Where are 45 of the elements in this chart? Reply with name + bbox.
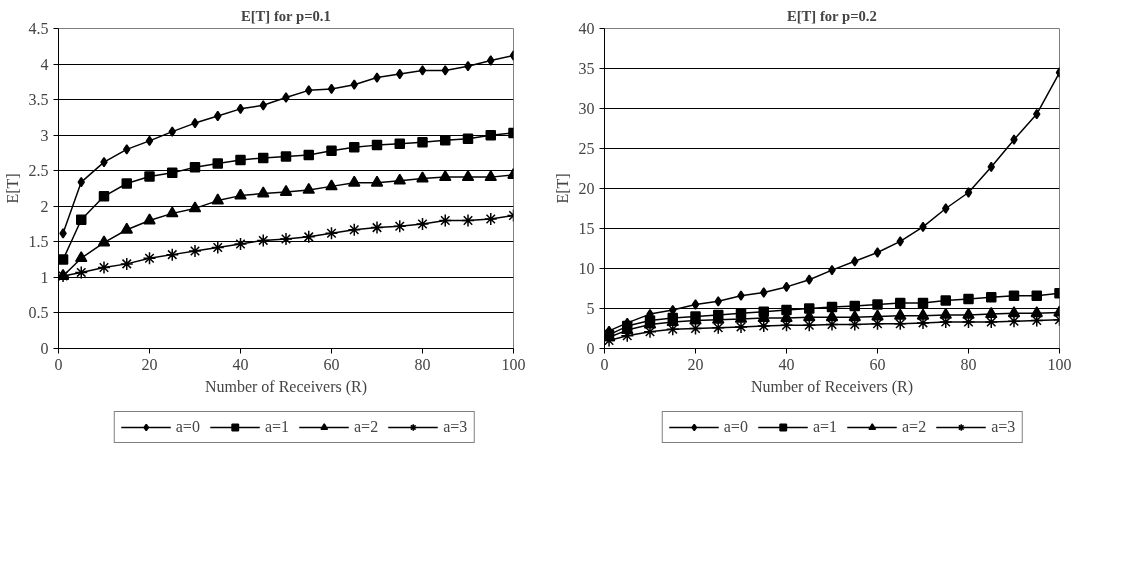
y-tick-label: 4 xyxy=(40,55,49,73)
y-tick-label: 10 xyxy=(578,260,595,277)
x-tick-label: 60 xyxy=(323,355,340,373)
x-axis-title: Number of Receivers (R) xyxy=(750,377,914,396)
x-tick-label: 100 xyxy=(1047,355,1072,373)
x-tick-label: 0 xyxy=(600,355,609,373)
y-tick-label: 2.5 xyxy=(28,162,49,180)
y-tick-label: 3.5 xyxy=(28,91,49,109)
x-tick-label: 100 xyxy=(501,355,526,373)
x-tick-label: 0 xyxy=(54,355,63,373)
y-tick-label: 25 xyxy=(578,140,595,157)
legend-label: a=1 xyxy=(264,418,289,436)
x-tick-label: 40 xyxy=(778,355,795,373)
y-tick-label: 35 xyxy=(578,60,595,77)
y-tick-label: 0 xyxy=(40,340,49,357)
x-axis-title: Number of Receivers (R) xyxy=(204,377,368,396)
y-tick-label: 2 xyxy=(40,197,49,215)
x-tick-label: 40 xyxy=(232,355,249,373)
y-tick-label: 4.5 xyxy=(28,20,49,37)
y-tick-label: 1 xyxy=(40,268,49,286)
y-axis-title: E[T] xyxy=(553,173,571,204)
x-tick-label: 60 xyxy=(869,355,886,373)
legend-label: a=2 xyxy=(902,418,927,436)
legend-label: a=3 xyxy=(991,418,1016,436)
y-tick-label: 0.5 xyxy=(28,304,49,322)
x-tick-label: 80 xyxy=(414,355,431,373)
x-tick-label: 80 xyxy=(960,355,977,373)
chart-title: E[T] for p=0.2 xyxy=(786,7,877,24)
legend-label: a=2 xyxy=(354,418,379,436)
y-axis-title: E[T] xyxy=(3,173,21,204)
y-tick-label: 20 xyxy=(578,180,595,197)
y-tick-label: 15 xyxy=(578,220,595,237)
legend-label: a=0 xyxy=(175,418,200,436)
legend-label: a=1 xyxy=(812,418,837,436)
y-tick-label: 3 xyxy=(40,126,49,144)
y-tick-label: 0 xyxy=(586,340,595,357)
y-tick-label: 40 xyxy=(578,20,595,37)
legend-label: a=0 xyxy=(723,418,748,436)
y-tick-label: 5 xyxy=(586,300,595,317)
legend-label: a=3 xyxy=(443,418,468,436)
x-tick-label: 20 xyxy=(687,355,704,373)
x-tick-label: 20 xyxy=(141,355,158,373)
y-tick-label: 30 xyxy=(578,100,595,117)
y-tick-label: 1.5 xyxy=(28,233,49,251)
chart-title: E[T] for p=0.1 xyxy=(240,7,331,24)
